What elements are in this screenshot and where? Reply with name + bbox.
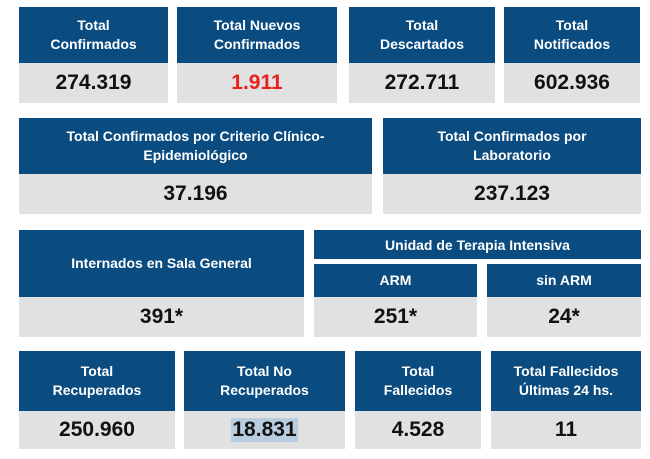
- card-value: 272.711: [349, 63, 495, 103]
- card-total-confirmados: Total Confirmados 274.319: [19, 7, 168, 103]
- card-value: 37.196: [19, 174, 372, 214]
- card-total-nuevos-confirmados: Total Nuevos Confirmados 1.911: [177, 7, 337, 103]
- card-uti-arm: ARM 251*: [314, 264, 477, 337]
- card-value: 18.831: [231, 418, 298, 442]
- card-label: Total Fallecidos Últimas 24 hs.: [491, 351, 641, 411]
- card-confirmados-criterio-clinico: Total Confirmados por Criterio Clínico- …: [19, 118, 372, 214]
- card-label: Total Confirmados: [19, 7, 168, 63]
- card-value: 250.960: [19, 411, 175, 449]
- card-label: Total Confirmados por Laboratorio: [383, 118, 641, 174]
- card-label: ARM: [314, 264, 477, 297]
- card-value: 237.123: [383, 174, 641, 214]
- card-total-fallecidos: Total Fallecidos 4.528: [355, 351, 481, 449]
- card-value: 602.936: [504, 63, 640, 103]
- card-label: Total Nuevos Confirmados: [177, 7, 337, 63]
- card-label: Total Fallecidos: [355, 351, 481, 411]
- card-total-recuperados: Total Recuperados 250.960: [19, 351, 175, 449]
- card-label: Total No Recuperados: [184, 351, 345, 411]
- card-total-descartados: Total Descartados 272.711: [349, 7, 495, 103]
- card-value-box: 18.831: [184, 411, 345, 449]
- card-value: 1.911: [177, 63, 337, 103]
- card-label: sin ARM: [487, 264, 641, 297]
- card-label: Internados en Sala General: [19, 230, 304, 297]
- card-label: Total Confirmados por Criterio Clínico- …: [19, 118, 372, 174]
- uti-title: Unidad de Terapia Intensiva: [314, 230, 641, 259]
- card-value: 391*: [19, 297, 304, 337]
- card-value: 24*: [487, 297, 641, 337]
- card-value: 274.319: [19, 63, 168, 103]
- card-total-notificados: Total Notificados 602.936: [504, 7, 640, 103]
- card-label: Total Descartados: [349, 7, 495, 63]
- card-value: 4.528: [355, 411, 481, 449]
- card-fallecidos-ultimas-24hs: Total Fallecidos Últimas 24 hs. 11: [491, 351, 641, 449]
- card-uti-sin-arm: sin ARM 24*: [487, 264, 641, 337]
- card-label: Total Notificados: [504, 7, 640, 63]
- card-value: 11: [491, 411, 641, 449]
- card-total-no-recuperados: Total No Recuperados 18.831: [184, 351, 345, 449]
- card-value: 251*: [314, 297, 477, 337]
- card-confirmados-laboratorio: Total Confirmados por Laboratorio 237.12…: [383, 118, 641, 214]
- card-internados-sala-general: Internados en Sala General 391*: [19, 230, 304, 337]
- card-label: Total Recuperados: [19, 351, 175, 411]
